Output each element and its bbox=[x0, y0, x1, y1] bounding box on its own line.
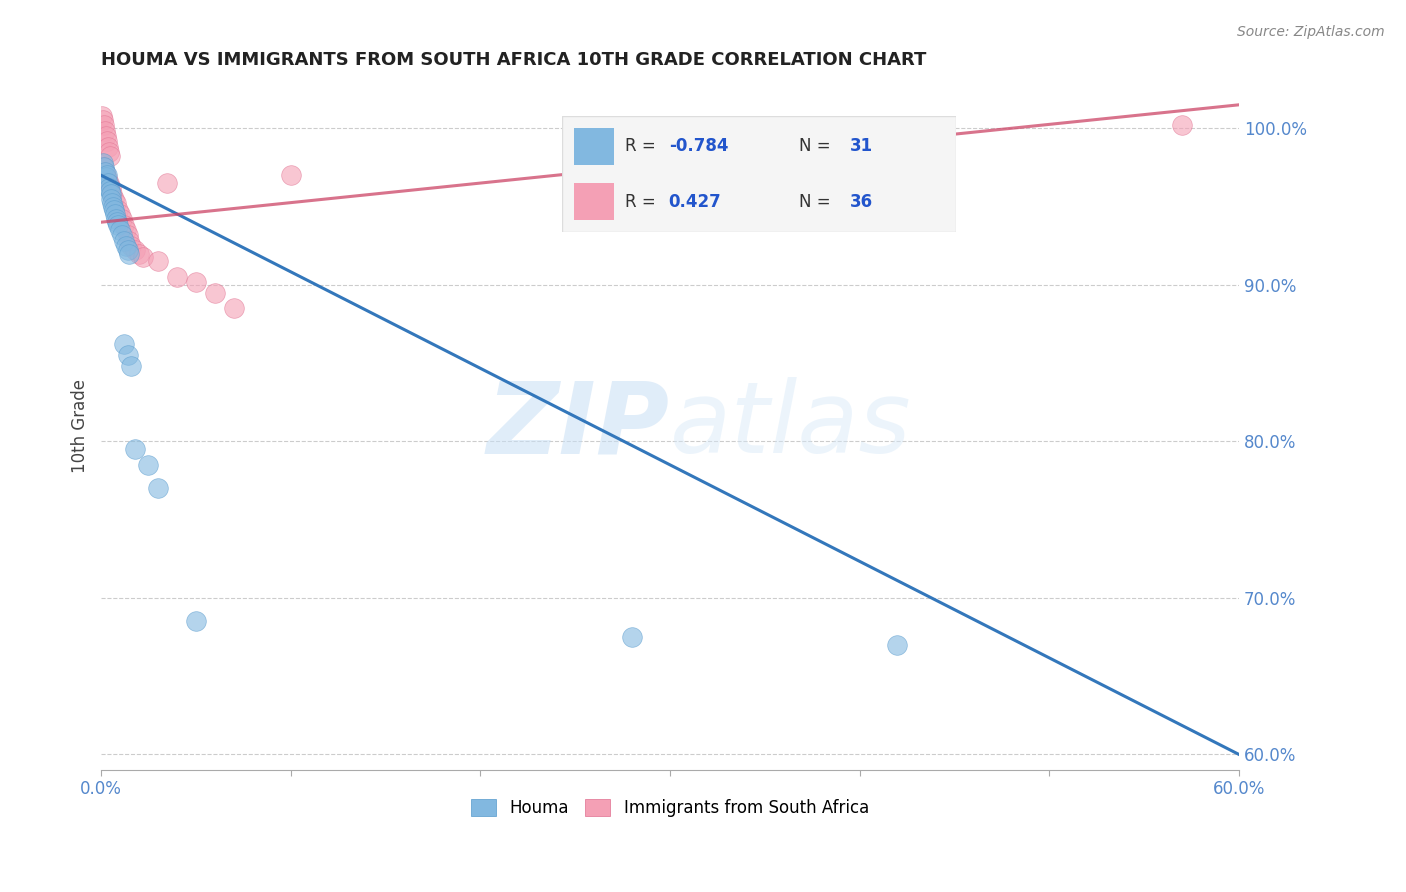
Point bbox=[112, 234, 135, 248]
Point bbox=[104, 207, 127, 221]
Point bbox=[91, 113, 114, 128]
Point bbox=[94, 165, 117, 179]
Point bbox=[94, 129, 117, 144]
Text: atlas: atlas bbox=[669, 377, 911, 475]
Point bbox=[98, 149, 121, 163]
Y-axis label: 10th Grade: 10th Grade bbox=[72, 379, 89, 473]
Point bbox=[117, 348, 139, 362]
Point bbox=[112, 219, 135, 233]
Point bbox=[166, 270, 188, 285]
Text: 36: 36 bbox=[849, 193, 873, 211]
Point bbox=[117, 227, 139, 242]
Point bbox=[886, 638, 908, 652]
Point bbox=[97, 176, 120, 190]
Point bbox=[91, 161, 114, 175]
Text: -0.784: -0.784 bbox=[669, 137, 728, 155]
Text: Source: ZipAtlas.com: Source: ZipAtlas.com bbox=[1237, 25, 1385, 39]
Legend: Houma, Immigrants from South Africa: Houma, Immigrants from South Africa bbox=[464, 792, 876, 823]
FancyBboxPatch shape bbox=[574, 128, 613, 165]
Point bbox=[105, 215, 128, 229]
Point bbox=[101, 196, 124, 211]
Point bbox=[107, 219, 129, 233]
Point bbox=[96, 134, 118, 148]
Point bbox=[120, 359, 142, 374]
Point bbox=[184, 275, 207, 289]
Point bbox=[93, 118, 115, 132]
Text: HOUMA VS IMMIGRANTS FROM SOUTH AFRICA 10TH GRADE CORRELATION CHART: HOUMA VS IMMIGRANTS FROM SOUTH AFRICA 10… bbox=[101, 51, 927, 69]
Point bbox=[280, 168, 302, 182]
Point bbox=[204, 285, 226, 300]
Point bbox=[114, 223, 136, 237]
Point bbox=[96, 171, 118, 186]
Point bbox=[128, 246, 150, 260]
Point bbox=[117, 244, 139, 258]
Point bbox=[98, 184, 121, 198]
Point bbox=[146, 481, 169, 495]
Point bbox=[1171, 118, 1194, 132]
Point bbox=[94, 165, 117, 179]
Point bbox=[105, 196, 128, 211]
Point bbox=[107, 202, 129, 217]
Point bbox=[118, 234, 141, 248]
Point bbox=[103, 200, 125, 214]
Point bbox=[100, 192, 122, 206]
Point bbox=[97, 145, 120, 159]
Text: N =: N = bbox=[799, 193, 835, 211]
Point bbox=[112, 337, 135, 351]
Point bbox=[93, 161, 115, 175]
Text: 31: 31 bbox=[849, 137, 873, 155]
Text: N =: N = bbox=[799, 137, 835, 155]
Point bbox=[620, 630, 643, 644]
Point bbox=[101, 187, 124, 202]
Point bbox=[146, 254, 169, 268]
Point bbox=[108, 223, 131, 237]
Point bbox=[124, 442, 146, 457]
Point bbox=[97, 140, 120, 154]
Point bbox=[156, 176, 179, 190]
Point bbox=[96, 168, 118, 182]
Point bbox=[108, 207, 131, 221]
Text: R =: R = bbox=[626, 193, 666, 211]
Point bbox=[184, 615, 207, 629]
Point bbox=[124, 244, 146, 258]
Point bbox=[103, 202, 125, 217]
Point bbox=[111, 227, 134, 242]
Point bbox=[222, 301, 245, 316]
Point bbox=[91, 155, 114, 169]
Point bbox=[111, 212, 134, 227]
Point bbox=[94, 169, 117, 184]
Point bbox=[114, 238, 136, 252]
Point bbox=[105, 212, 128, 227]
Point bbox=[118, 246, 141, 260]
FancyBboxPatch shape bbox=[562, 116, 956, 232]
Point bbox=[97, 176, 120, 190]
Text: R =: R = bbox=[626, 137, 661, 155]
FancyBboxPatch shape bbox=[574, 183, 613, 220]
Point bbox=[97, 181, 120, 195]
Text: 0.427: 0.427 bbox=[669, 193, 721, 211]
Point bbox=[94, 124, 117, 138]
Point bbox=[91, 109, 114, 123]
Point bbox=[132, 250, 155, 264]
Point bbox=[138, 458, 160, 472]
Point bbox=[100, 187, 122, 202]
Point bbox=[120, 238, 142, 252]
Point bbox=[100, 181, 122, 195]
Point bbox=[103, 192, 125, 206]
Text: ZIP: ZIP bbox=[486, 377, 669, 475]
